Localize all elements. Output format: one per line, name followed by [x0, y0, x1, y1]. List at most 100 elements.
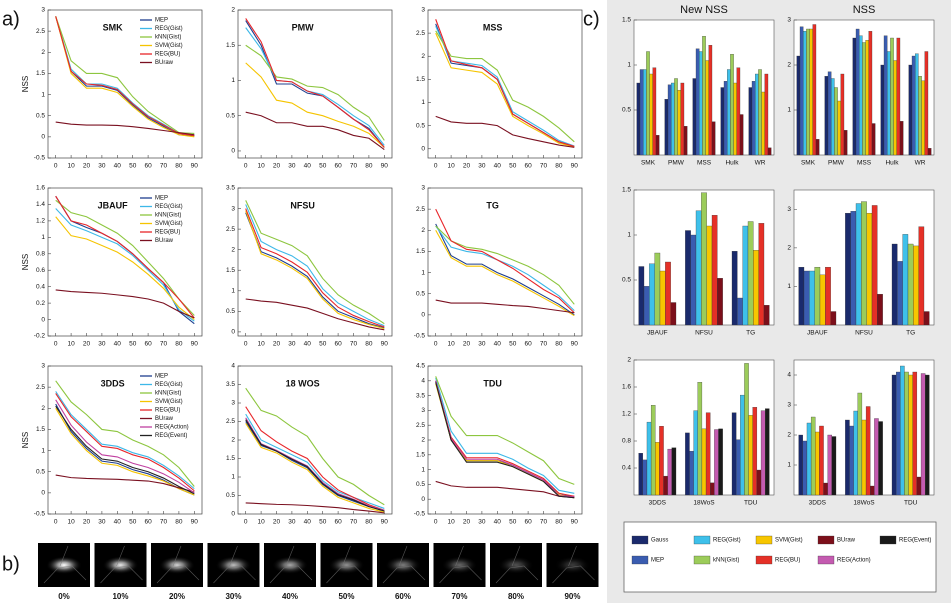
bar: [834, 87, 838, 156]
y-tick-label: 2.5: [416, 206, 425, 213]
x-tick-label: 70: [540, 163, 548, 170]
bar: [699, 51, 703, 156]
x-tick-label: 90: [191, 163, 199, 170]
y-tick-label: 3: [421, 7, 425, 14]
y-tick-label: 3.5: [226, 185, 235, 192]
x-tick-label: 90: [571, 341, 579, 348]
bar: [890, 37, 894, 156]
y-tick-label: 2: [231, 437, 235, 444]
x-tick-label: 70: [350, 519, 358, 526]
x-tick-label: 0: [434, 519, 438, 526]
bar: [677, 90, 681, 156]
series-line: [55, 16, 195, 137]
series-line: [245, 62, 385, 148]
thumbnail-label: 20%: [169, 592, 185, 601]
x-tick-label: 20: [83, 341, 91, 348]
bar: [711, 215, 718, 326]
y-tick-label: 0.5: [416, 290, 425, 297]
y-tick-label: 2: [231, 7, 235, 14]
x-tick-label: 50: [319, 519, 327, 526]
x-tick-label: 30: [288, 341, 296, 348]
x-tick-label: 50: [129, 519, 137, 526]
x-tick-label: 80: [365, 341, 373, 348]
bar: [893, 60, 897, 156]
bar: [831, 436, 837, 496]
bar: [796, 55, 801, 156]
y-tick-label: 1.4: [36, 201, 45, 208]
series-line: [435, 30, 575, 143]
bar: [758, 69, 762, 156]
column-title: NSS: [853, 4, 876, 16]
y-tick-label: 3: [787, 206, 791, 213]
y-tick-label: -0.5: [414, 511, 426, 518]
legend-swatch: [879, 535, 897, 545]
bar: [720, 87, 725, 156]
bar: [740, 394, 745, 496]
bar: [690, 234, 697, 326]
bar: [923, 311, 930, 326]
x-tick-label: 60: [144, 341, 152, 348]
panel-label: b): [2, 553, 20, 575]
legend-label: REG(Gist): [155, 204, 183, 210]
bar: [692, 78, 697, 156]
series-line: [55, 380, 195, 487]
y-tick-label: -0.5: [34, 511, 46, 518]
bar: [714, 429, 719, 496]
bar: [701, 192, 707, 326]
heatmap-structure: [495, 545, 539, 584]
bar: [735, 439, 741, 496]
bar: [908, 64, 913, 156]
bar: [680, 82, 685, 156]
y-tick-label: 3: [421, 407, 425, 414]
series-line: [55, 289, 195, 319]
legend-swatch: [755, 535, 773, 545]
bar: [815, 431, 820, 496]
bar: [639, 69, 644, 156]
bar: [865, 406, 871, 496]
bar: [899, 121, 904, 156]
y-tick-label: 2.5: [226, 418, 235, 425]
series-line: [245, 44, 385, 141]
series-line: [435, 376, 575, 485]
bar: [902, 234, 909, 326]
x-tick-label: 50: [509, 163, 517, 170]
legend-label: kNN(Gist): [713, 558, 739, 564]
y-tick-label: 0.8: [622, 438, 631, 445]
x-tick-label: 30: [98, 519, 106, 526]
series-line: [245, 18, 385, 148]
bar: [761, 91, 765, 156]
x-tick-label: 70: [160, 519, 168, 526]
x-tick-label: 80: [365, 519, 373, 526]
y-tick-label: 1.2: [622, 411, 631, 418]
bar: [702, 36, 706, 156]
x-tick-label: 50: [509, 341, 517, 348]
bar: [896, 37, 901, 156]
bar: [638, 452, 643, 496]
x-tick-label: 10: [257, 163, 265, 170]
series-line: [245, 111, 385, 150]
legend-label: BUraw: [155, 60, 174, 66]
bar: [705, 60, 709, 156]
series-line: [55, 216, 195, 320]
x-tick-label: 70: [350, 341, 358, 348]
x-tick-label: 50: [509, 519, 517, 526]
x-tick-label: 0: [244, 341, 248, 348]
y-tick-label: 1.6: [36, 185, 45, 192]
x-tick-label: 0: [434, 341, 438, 348]
y-tick-label: 3.5: [226, 381, 235, 388]
y-tick-label: 4: [787, 372, 791, 379]
series-line: [55, 399, 195, 494]
bar: [887, 51, 891, 156]
series-line: [435, 382, 575, 499]
bar: [670, 302, 677, 326]
bar: [649, 73, 653, 156]
x-tick-label: 40: [114, 519, 122, 526]
bar: [706, 225, 713, 326]
series-line: [435, 380, 575, 497]
bar: [912, 371, 918, 496]
bar: [652, 67, 657, 156]
heatmap-glow: [102, 557, 139, 575]
bar: [827, 434, 833, 496]
